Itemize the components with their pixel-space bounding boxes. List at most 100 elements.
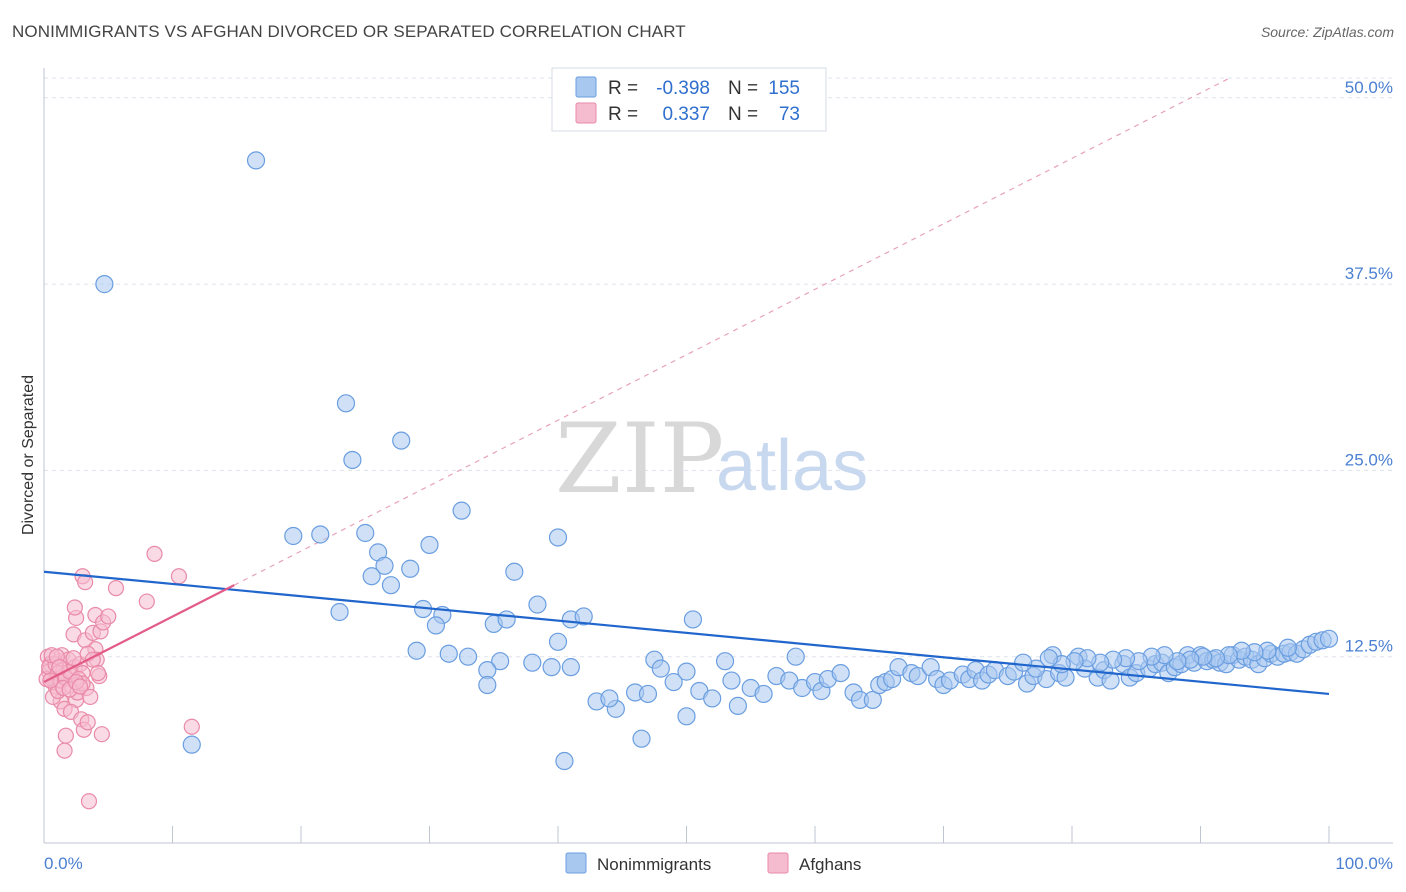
nonimmigrants-point — [491, 652, 510, 671]
afghans-point — [82, 688, 99, 706]
nonimmigrants-point — [246, 151, 266, 170]
stats-legend-box — [551, 67, 827, 132]
nonimmigrants-point — [392, 431, 411, 450]
nonimmigrants-point — [677, 662, 696, 681]
legend-nonimmigrants-swatch — [565, 852, 587, 874]
afghans-point — [93, 726, 110, 743]
legend-swatch-pink — [575, 102, 597, 124]
y-axis-title: Divorced or Separated — [20, 375, 37, 535]
nonimmigrants-point — [343, 450, 362, 470]
x-tick-label-min: 0.0% — [44, 854, 83, 873]
afghans-point — [89, 664, 107, 682]
afghans-point — [107, 580, 125, 597]
nonimmigrants-point — [505, 562, 524, 581]
nonimmigrants-point — [1014, 653, 1033, 672]
chart-title: NONIMMIGRANTS VS AFGHAN DIVORCED OR SEPA… — [12, 22, 686, 41]
stats-legend: R = -0.398 N = 155 R = 0.337 N = 73 — [551, 67, 827, 132]
y-tick-labels: 12.5% 25.0% 37.5% 50.0% — [1345, 78, 1393, 656]
nonimmigrants-trend-line — [43, 570, 1330, 696]
x-tick-label-max: 100.0% — [1335, 854, 1393, 873]
legend-n-label-2: N = — [728, 104, 758, 125]
nonimmigrants-point — [452, 501, 471, 520]
afghans-point — [57, 727, 74, 744]
nonimmigrants-point — [284, 526, 303, 546]
nonimmigrants-point — [336, 394, 356, 413]
nonimmigrants-point — [330, 602, 349, 622]
watermark-atlas: atlas — [716, 426, 868, 506]
afghans-point — [100, 608, 117, 625]
afghans-point — [80, 793, 98, 810]
nonimmigrants-point — [439, 644, 458, 663]
nonimmigrants-point — [561, 658, 580, 677]
y-tick-label: 50.0% — [1345, 78, 1393, 97]
watermark-zip: ZIP — [555, 403, 724, 515]
afghans-point — [56, 742, 73, 759]
legend-swatch-blue — [575, 76, 597, 98]
nonimmigrants-point — [362, 567, 381, 586]
legend-r-value-1: -0.398 — [656, 78, 710, 99]
nonimmigrants-point — [375, 556, 394, 575]
nonimmigrants-point — [548, 632, 568, 651]
nonimmigrants-point — [497, 610, 516, 629]
y-tick-label: 12.5% — [1345, 637, 1393, 656]
nonimmigrants-point — [683, 610, 703, 629]
watermark: ZIP atlas — [555, 403, 868, 515]
nonimmigrants-point — [1101, 671, 1120, 690]
nonimmigrants-point — [311, 525, 330, 544]
nonimmigrants-point — [458, 647, 478, 666]
gridlines — [44, 77, 1393, 658]
x-ticks — [43, 826, 1330, 843]
nonimmigrants-point — [908, 666, 927, 686]
nonimmigrants-point — [426, 616, 446, 635]
legend-r-value-2: 0.337 — [662, 104, 710, 125]
nonimmigrants-point — [1319, 629, 1339, 648]
afghans-point — [71, 678, 89, 695]
nonimmigrants-point — [548, 528, 568, 547]
source-label: Source: ZipAtlas.com — [1260, 24, 1394, 40]
y-tick-label: 37.5% — [1345, 264, 1393, 283]
nonimmigrants-point — [651, 659, 670, 678]
afghans-point — [146, 545, 163, 562]
nonimmigrants-point — [786, 647, 805, 666]
afghans-point — [138, 593, 155, 610]
nonimmigrants-point — [407, 641, 426, 660]
legend-afghans-swatch — [767, 852, 789, 874]
legend-r-label-1: R = — [608, 78, 638, 99]
nonimmigrants-point — [574, 607, 593, 626]
legend-n-value-2: 73 — [779, 104, 800, 125]
nonimmigrants-point — [182, 735, 201, 754]
nonimmigrants-point — [632, 729, 651, 748]
nonimmigrants-point — [1278, 638, 1297, 657]
nonimmigrants-point — [677, 707, 696, 726]
trend-extension — [233, 76, 1232, 586]
nonimmigrants-point — [523, 653, 542, 672]
afghans-point — [183, 718, 200, 735]
data-points — [38, 151, 1339, 810]
nonimmigrants-point — [401, 559, 420, 578]
legend-r-label-2: R = — [608, 104, 638, 125]
afghans-point — [66, 599, 83, 616]
nonimmigrants-point — [555, 751, 574, 771]
x-tick-labels: 0.0% 100.0% — [44, 854, 1393, 873]
afghans-point — [170, 568, 188, 585]
nonimmigrants-point — [381, 576, 401, 595]
legend-n-label-1: N = — [728, 78, 758, 99]
afghans-trend-line — [43, 584, 235, 684]
nonimmigrants-point — [703, 689, 722, 708]
legend-nonimmigrants-label: Nonimmigrants — [597, 855, 711, 874]
axes — [43, 68, 1393, 844]
nonimmigrants-point — [356, 523, 375, 543]
nonimmigrants-point — [715, 652, 735, 671]
trend-lines — [43, 570, 1330, 696]
series-legend: Nonimmigrants Afghans — [565, 852, 861, 874]
nonimmigrants-point — [528, 595, 547, 614]
legend-afghans-label: Afghans — [799, 855, 861, 874]
nonimmigrants-point — [542, 658, 561, 677]
legend-n-value-1: 155 — [768, 78, 800, 99]
nonimmigrants-point — [600, 689, 619, 708]
nonimmigrants-point — [754, 684, 773, 704]
nonimmigrants-point — [638, 684, 658, 704]
nonimmigrants-point — [722, 671, 741, 690]
nonimmigrants-point — [664, 672, 683, 692]
